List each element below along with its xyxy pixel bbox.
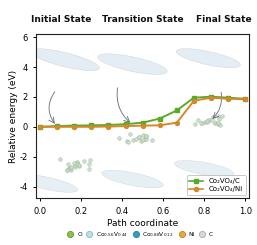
Point	[216, 121, 220, 125]
Point	[137, 135, 141, 139]
Ellipse shape	[102, 170, 163, 188]
Point	[217, 117, 221, 121]
Point	[137, 135, 141, 139]
Point	[77, 164, 81, 168]
Point	[75, 161, 79, 165]
Point	[144, 134, 148, 138]
Point	[141, 138, 145, 142]
Point	[73, 165, 77, 169]
Point	[58, 157, 62, 161]
Point	[72, 161, 76, 165]
Point	[144, 137, 149, 141]
Text: Transition State: Transition State	[102, 15, 183, 24]
Point	[87, 167, 91, 171]
Point	[68, 166, 72, 170]
Point	[218, 123, 222, 127]
Ellipse shape	[30, 49, 99, 71]
Point	[131, 138, 135, 142]
Point	[77, 163, 81, 167]
Point	[66, 162, 70, 166]
Point	[200, 121, 204, 124]
Point	[150, 138, 154, 142]
Point	[75, 160, 79, 164]
Point	[142, 137, 146, 141]
Point	[208, 118, 212, 122]
Point	[126, 140, 130, 144]
Point	[206, 119, 210, 122]
Point	[117, 136, 122, 140]
Point	[82, 159, 86, 163]
Point	[125, 139, 129, 143]
Point	[216, 122, 221, 126]
Point	[134, 137, 138, 141]
Point	[65, 168, 69, 172]
Point	[88, 158, 93, 162]
Point	[144, 134, 149, 138]
Point	[211, 115, 215, 119]
Point	[205, 119, 209, 122]
Legend: O, $\mathregular{Co_{0.56}V_{0.44}}$, $\mathregular{Co_{0.88}V_{0.12}}$, Ni, C: O, $\mathregular{Co_{0.56}V_{0.44}}$, $\…	[62, 227, 215, 241]
Legend: Co₂VO₄/C, Co₂VO₄/Ni: Co₂VO₄/C, Co₂VO₄/Ni	[187, 175, 246, 195]
Ellipse shape	[19, 175, 78, 192]
Point	[65, 168, 69, 172]
Ellipse shape	[176, 49, 240, 68]
Point	[220, 114, 224, 118]
Point	[203, 120, 207, 124]
Point	[216, 114, 220, 118]
Y-axis label: Relative energy (eV): Relative energy (eV)	[9, 70, 18, 163]
X-axis label: Path coordinate: Path coordinate	[107, 219, 178, 228]
Point	[205, 120, 209, 124]
Point	[213, 120, 217, 124]
Point	[69, 165, 73, 169]
Point	[69, 168, 74, 172]
Point	[199, 121, 204, 125]
Point	[87, 162, 91, 166]
Point	[196, 118, 200, 122]
Text: Initial State: Initial State	[31, 15, 92, 24]
Ellipse shape	[175, 160, 234, 177]
Ellipse shape	[98, 54, 167, 74]
Point	[139, 139, 143, 143]
Point	[75, 162, 79, 166]
Point	[193, 122, 197, 126]
Point	[128, 133, 132, 136]
Point	[141, 134, 145, 137]
Point	[213, 121, 217, 125]
Point	[67, 166, 71, 170]
Point	[73, 163, 77, 167]
Text: Final State: Final State	[196, 15, 252, 24]
